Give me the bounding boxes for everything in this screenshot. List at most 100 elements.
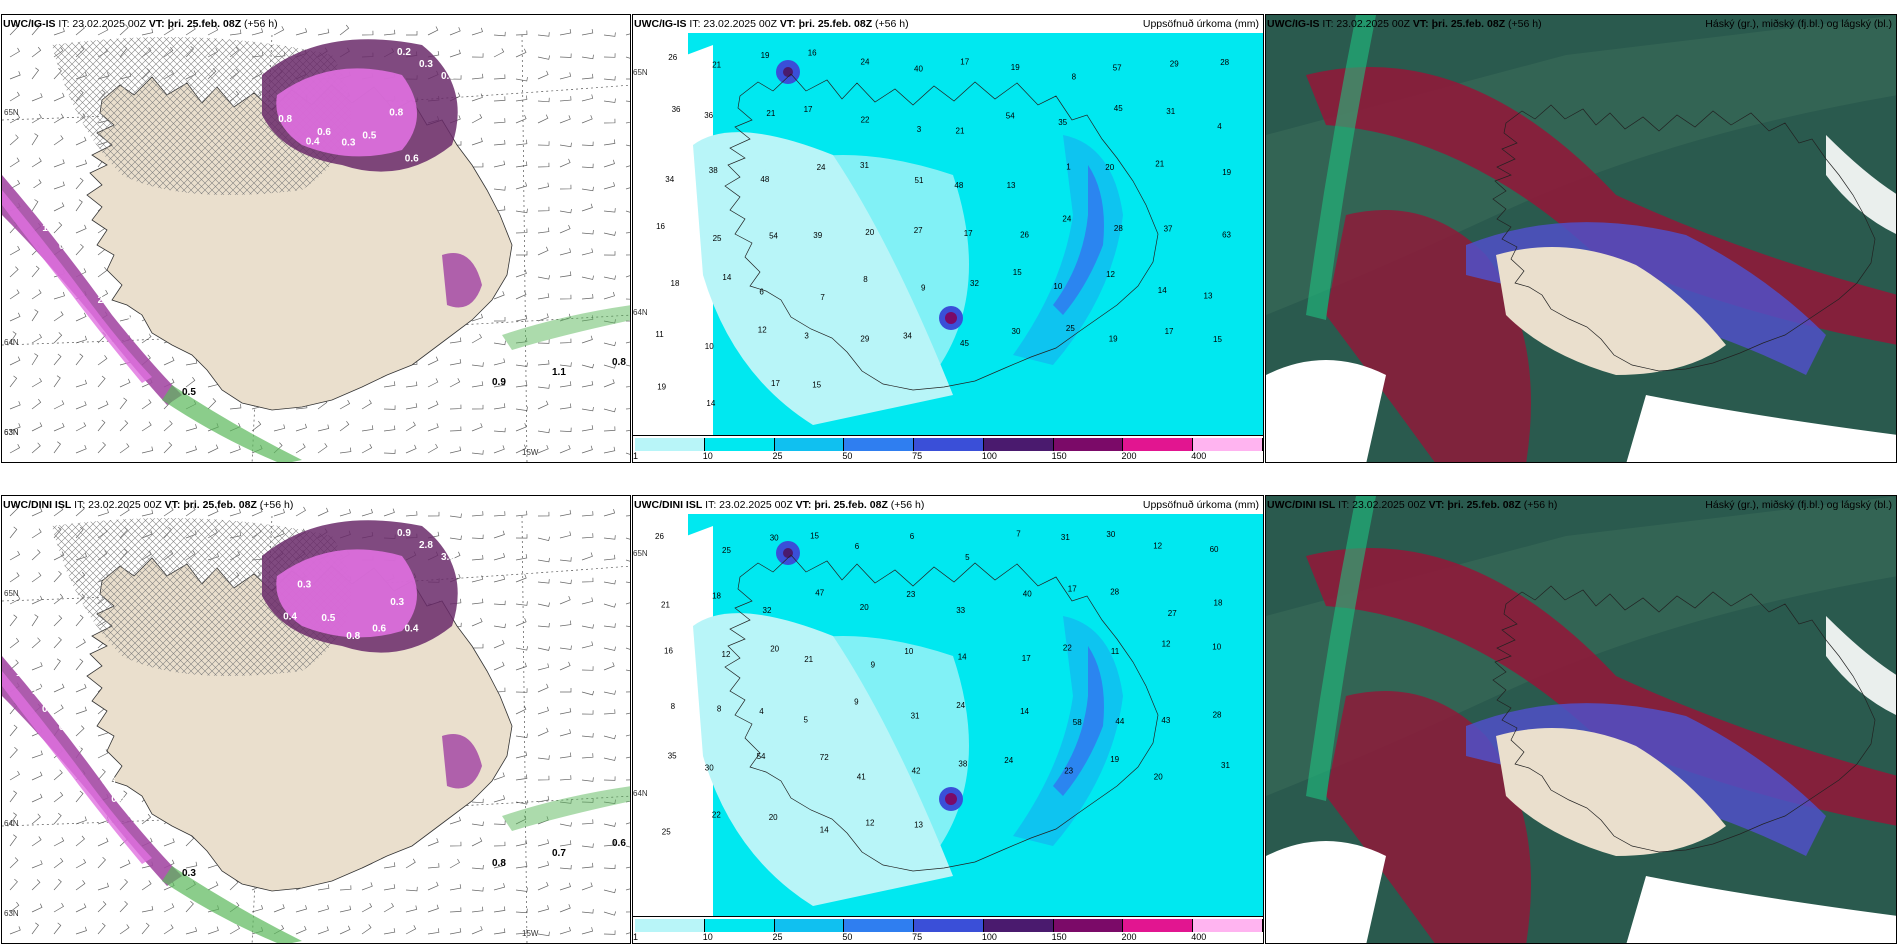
wind-barb (31, 507, 43, 517)
wind-barb (449, 535, 462, 540)
wind-barb (9, 47, 20, 58)
map-panel-cloud-dini: UWC/DINI ISL IT: 23.02.2025 00Z VT: þri.… (1265, 495, 1897, 944)
wind-barb (141, 399, 152, 410)
wind-barb (97, 922, 106, 935)
wind-barb (449, 858, 460, 869)
wind-barb (207, 926, 219, 935)
wind-barb (185, 359, 198, 366)
wind-barb (9, 505, 19, 517)
wind-barb (603, 911, 617, 916)
precip-value-label: 44 (1115, 717, 1124, 726)
wind-barb (31, 836, 42, 847)
wind-barb (537, 755, 550, 760)
wind-barb (31, 422, 43, 432)
wind-barb (295, 28, 308, 36)
precip-value-label: 0.5 (111, 794, 125, 805)
wind-barb (471, 53, 484, 58)
wind-barb (625, 165, 630, 168)
wind-barb (97, 768, 106, 781)
wind-barb (31, 265, 40, 278)
precip-value-label: 30 (1106, 530, 1115, 539)
precip-value-label: 23 (906, 590, 915, 599)
wind-barb (471, 137, 483, 146)
wind-barb (97, 375, 106, 388)
wind-barb (97, 355, 108, 366)
wind-barb (53, 636, 62, 649)
precip-value-label: 36 (704, 111, 713, 120)
wind-barb (317, 443, 328, 454)
wind-barb (625, 187, 630, 190)
wind-barb (515, 574, 527, 583)
wind-barb (207, 26, 219, 36)
wind-barb (559, 184, 572, 190)
wind-barb (603, 291, 615, 300)
wind-barb (537, 557, 550, 563)
wind-barb (625, 669, 630, 672)
wind-barb (581, 641, 594, 649)
wind-barb (317, 926, 329, 935)
colorbar-label: 50 (842, 932, 853, 942)
init-time: IT: 23.02.2025 00Z (74, 499, 162, 511)
wind-barb (560, 688, 572, 693)
wind-barb (427, 928, 440, 935)
precip-value-label: 57 (1113, 64, 1122, 73)
grid-label: 15W (522, 448, 539, 457)
wind-barb (515, 751, 528, 759)
precip-value-label: 28 (1114, 224, 1123, 233)
wind-barb (603, 182, 616, 190)
colorbar-label: 400 (1191, 451, 1207, 461)
colorbar-label: 50 (842, 451, 853, 461)
wind-barb (625, 430, 630, 432)
wind-barb (493, 841, 506, 847)
wind-barb (75, 353, 84, 366)
wind-barb (581, 862, 594, 869)
wind-barb (97, 856, 106, 869)
wind-barb (119, 420, 129, 432)
wind-barb (471, 798, 484, 804)
precip-value-label: 48 (760, 175, 769, 184)
precip-value-label: 33 (956, 606, 965, 615)
wind-barb (9, 770, 20, 781)
init-time: IT: 23.02.2025 00Z (1338, 499, 1426, 511)
wind-barb (537, 428, 550, 434)
wind-barb (405, 511, 418, 517)
precip-value-label: 0.7 (552, 848, 566, 859)
wind-barb (559, 904, 571, 913)
precip-value-label: 3 (804, 332, 809, 341)
wind-barb (119, 924, 130, 935)
field-description: Uppsöfnuð úrkoma (mm) (1142, 499, 1259, 511)
precip-value-label: 14 (958, 653, 967, 662)
wind-barb (559, 427, 572, 432)
wind-barb (427, 400, 439, 410)
precip-value-label: 48 (954, 181, 963, 190)
colorbar-swatch (844, 919, 915, 932)
precip-value-label: 20 (865, 228, 874, 237)
precip-value-label: 9 (854, 697, 859, 706)
wind-barb (537, 70, 549, 80)
wind-barb (559, 362, 572, 367)
wind-barb (471, 864, 484, 870)
wind-barb (427, 378, 439, 388)
wind-barb (163, 924, 174, 935)
wind-barb (493, 600, 506, 606)
wind-barb (493, 820, 506, 825)
wind-barb (53, 135, 64, 146)
wind-barb (339, 399, 351, 410)
wind-barb (185, 861, 198, 869)
wind-barb (537, 931, 550, 937)
precip-value-label: 45 (960, 339, 969, 348)
wind-barb (97, 400, 109, 410)
wind-barb (9, 834, 17, 847)
precip-value-label: 0.9 (492, 377, 506, 388)
wind-barb (559, 729, 572, 737)
wind-barb (75, 401, 87, 410)
precip-value-label: 0.5 (321, 613, 335, 624)
precip-value-label: 19 (1222, 168, 1231, 177)
wind-barb (119, 901, 128, 913)
wind-barb (471, 643, 484, 649)
wind-barb (493, 445, 505, 454)
wind-barb (53, 441, 61, 454)
model-name: UWC/IG-IS (634, 18, 687, 30)
wind-barb (141, 905, 154, 913)
wind-barb (581, 710, 594, 715)
